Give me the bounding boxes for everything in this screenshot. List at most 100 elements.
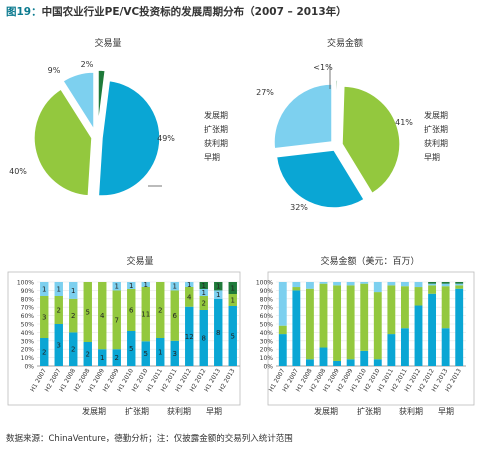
bar-1-14-label-2: 1 (231, 297, 235, 305)
pie-1-slice-1 (97, 79, 161, 197)
bar-1-7-seg-2 (127, 289, 136, 331)
bar-2-4-seg-3 (319, 282, 328, 284)
bar-1-2-label-1: 3 (57, 342, 61, 350)
bar-chart-2-ytick: 0% (263, 364, 273, 371)
bar-1-5-label-1: 1 (100, 354, 104, 362)
bar-1-1-seg-1 (40, 338, 49, 366)
bar-legend-item-right: 获利期 (399, 406, 423, 416)
bar-1-8-label-2: 11 (141, 311, 150, 319)
bar-2-6-seg-2 (346, 285, 355, 360)
bar-legend-item-right: 发展期 (314, 406, 338, 416)
pie-2-slice-1 (275, 149, 366, 209)
bar-2-1-seg-1 (278, 334, 287, 366)
bar-2-14-seg-2 (455, 285, 464, 289)
bar-1-13-label-1: 8 (216, 329, 220, 337)
bar-chart-1-ytick: 30% (21, 338, 35, 345)
bar-1-1-seg-3 (40, 282, 49, 296)
bar-chart-2-ytick: 80% (260, 296, 274, 303)
bar-1-11-label-3: 1 (187, 281, 191, 289)
bar-1-1-label-3: 1 (42, 286, 46, 294)
pie-2-legend-item: 获利期 (424, 138, 448, 148)
bar-2-7-seg-1 (360, 350, 369, 366)
bar-2-8-seg-3 (373, 282, 382, 293)
bar-1-6-seg-1 (112, 349, 121, 366)
bar-1-3-seg-1 (69, 332, 78, 366)
bar-1-9-seg-1 (156, 338, 165, 366)
bar-chart-2-ytick: 50% (260, 322, 274, 329)
pie-1-label-2: 40% (9, 167, 27, 176)
bar-1-14-label-1: 5 (231, 333, 235, 341)
bar-1-3-label-1: 2 (71, 346, 75, 354)
bar-1-8-label-3: 1 (144, 281, 148, 289)
bar-2-10-seg-1 (400, 328, 409, 366)
bar-2-6-seg-1 (346, 359, 355, 366)
bar-1-6-seg-3 (112, 282, 121, 291)
bar-1-7-seg-3 (127, 282, 136, 289)
pie-1-legend-item: 扩张期 (204, 124, 228, 134)
bar-legend-item-left: 发展期 (82, 406, 106, 416)
pie-2-slice-3 (273, 83, 333, 150)
bar-2-12-seg-3 (428, 283, 437, 286)
bar-1-14-seg-4 (228, 282, 237, 294)
bar-1-6-label-3: 1 (115, 283, 119, 291)
bar-1-4-label-2: 5 (86, 309, 90, 317)
bar-1-12-seg-3 (199, 289, 208, 296)
bar-2-12-seg-1 (428, 293, 437, 366)
bar-1-7-seg-1 (127, 331, 136, 366)
pie-2-legend-item: 扩张期 (424, 124, 448, 134)
bar-2-5-seg-2 (333, 285, 342, 361)
bar-1-2-seg-3 (54, 282, 63, 296)
bar-1-2-seg-1 (54, 324, 63, 366)
figure-title: 图19：中国农业行业PE/VC投资标的发展周期分布（2007 – 2013年） (6, 4, 347, 19)
bar-2-5-seg-1 (333, 360, 342, 366)
bar-2-4-seg-1 (319, 347, 328, 366)
bar-2-12-seg-2 (428, 285, 437, 294)
bar-1-14-label-4: 1 (231, 285, 235, 293)
bar-1-4-label-1: 2 (86, 351, 90, 359)
pie-1-label-1: 49% (157, 134, 175, 143)
bar-2-14-seg-3 (455, 283, 464, 286)
pie-title-1: 交易量 (94, 37, 121, 49)
bar-2-8-seg-1 (373, 359, 382, 366)
bar-chart-frame-2 (267, 271, 475, 406)
bar-1-10-seg-3 (170, 282, 179, 291)
bar-1-9-label-1: 1 (158, 349, 162, 357)
bar-1-14-seg-1 (228, 306, 237, 366)
bar-1-8-label-1: 5 (144, 350, 148, 358)
bar-chart-1-ytick: 70% (21, 305, 35, 312)
bar-2-6-seg-3 (346, 282, 355, 286)
bar-1-12-seg-1 (199, 310, 208, 366)
bar-2-3-seg-1 (305, 359, 314, 366)
bar-1-11-label-2: 4 (187, 293, 192, 301)
bar-2-2-seg-3 (292, 282, 301, 288)
bar-1-11-seg-3 (185, 282, 194, 287)
pie-2-legend-item: 发展期 (424, 110, 448, 120)
bar-1-12-label-1: 8 (202, 335, 206, 343)
bar-1-5-label-2: 4 (100, 312, 105, 320)
bar-2-13-seg-1 (441, 328, 450, 366)
bar-chart-2-ytick: 90% (260, 288, 274, 295)
bar-1-10-label-1: 3 (173, 350, 177, 358)
bar-chart-1-ytick: 50% (21, 322, 35, 329)
pie-2-slice-2 (341, 85, 401, 195)
bar-2-14-seg-4 (455, 282, 464, 284)
bar-chart-2-ytick: 70% (260, 305, 274, 312)
bar-1-8-seg-1 (141, 341, 150, 366)
bar-chart-2-ytick: 40% (260, 330, 274, 337)
source-note: 数据来源：ChinaVenture，德勤分析；注：仅披露金额的交易列入统计范围 (6, 434, 293, 444)
bar-1-10-label-2: 6 (173, 312, 178, 320)
bar-1-11-label-1: 12 (185, 333, 194, 341)
bar-1-14-seg-2 (228, 294, 237, 306)
pie-2-legend-item: 早期 (424, 153, 440, 162)
bar-chart-1-ytick: 20% (21, 347, 35, 354)
bar-legend-item-left: 获利期 (167, 406, 191, 416)
bar-2-11-seg-1 (414, 305, 423, 366)
bar-1-11-seg-1 (185, 306, 194, 366)
bar-chart-frame-1 (7, 271, 241, 406)
bar-2-12-seg-4 (428, 282, 437, 284)
pie-1-legend-item: 发展期 (204, 110, 228, 120)
bar-1-10-seg-2 (170, 290, 179, 341)
bar-chart-1-ytick: 80% (21, 296, 35, 303)
bar-1-13-seg-4 (214, 282, 223, 291)
bar-2-7-seg-2 (360, 283, 369, 351)
